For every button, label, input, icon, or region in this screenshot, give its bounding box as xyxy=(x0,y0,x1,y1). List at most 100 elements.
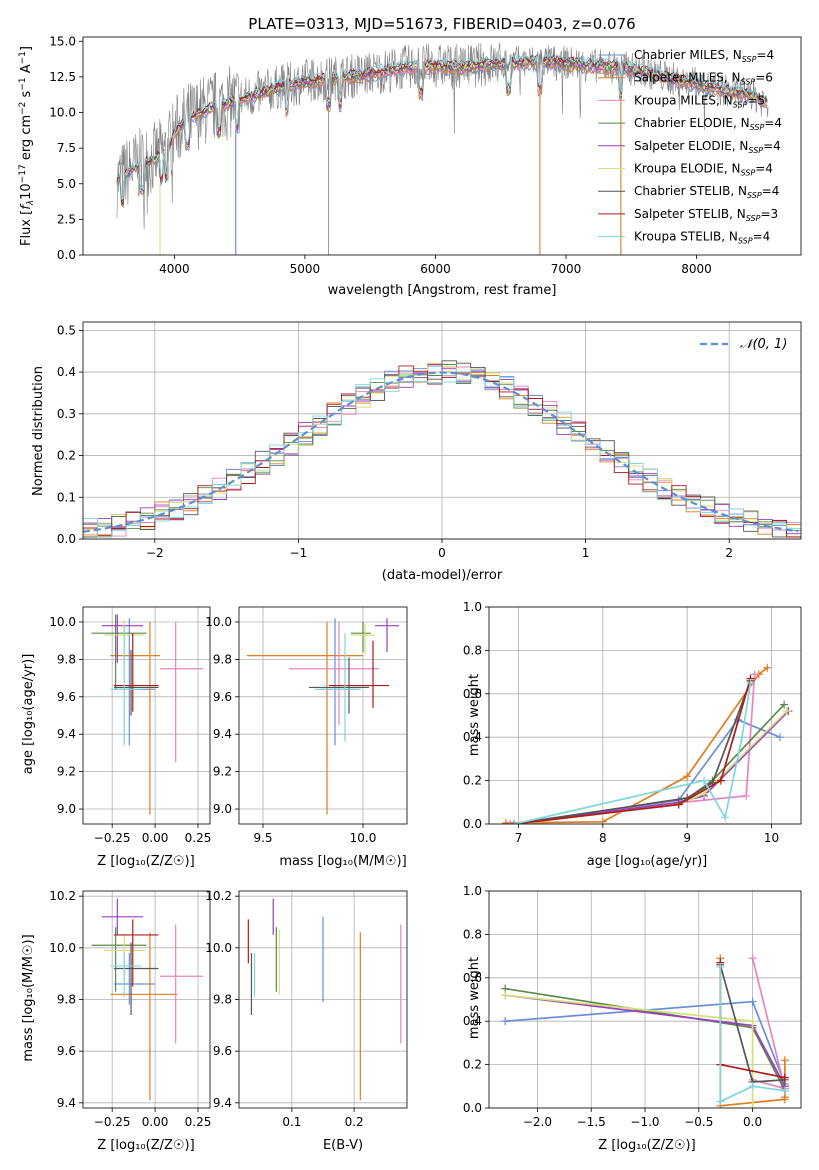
x-tick-label: 0.0 xyxy=(743,1115,762,1129)
x-tick-label: 7000 xyxy=(551,262,582,276)
y-tick-label: 10.2 xyxy=(205,889,232,903)
mass-weight-marker-8 xyxy=(510,820,519,824)
mw-z-xlabel: Z [log₁₀(Z/Z☉)] xyxy=(598,1138,695,1153)
y-tick-label: 9.4 xyxy=(213,1096,232,1110)
mw-age-ylabel: mass weight xyxy=(467,674,482,756)
x-tick-label: 0.25 xyxy=(185,1115,212,1129)
x-tick-label: −0.5 xyxy=(684,1115,713,1129)
y-tick-label: 0.2 xyxy=(57,449,76,463)
y-tick-label: 10.0 xyxy=(49,106,76,120)
x-tick-label: −1 xyxy=(290,546,308,560)
y-tick-label: 0.6 xyxy=(463,971,482,985)
model-spectrum-2 xyxy=(116,60,768,206)
mass-weight-marker-2 xyxy=(742,791,751,800)
legend-entry: Chabrier MILES, NSSP=4 xyxy=(634,48,774,64)
legend-entry: Kroupa ELODIE, NSSP=4 xyxy=(634,162,773,178)
plot-area xyxy=(247,898,402,1101)
legend-entry: Salpeter STELIB, NSSP=3 xyxy=(634,207,778,223)
mass-weight-marker-5 xyxy=(514,820,523,824)
mass-weight-line-7 xyxy=(514,678,752,824)
mass-weight-vs-age-panel: 7 8 9 10 0.0 0.2 0.4 0.6 0.8 1.0 xyxy=(463,600,802,845)
figure-title: PLATE=0313, MJD=51673, FIBERID=0403, z=0… xyxy=(248,15,635,33)
y-tick-label: 0.0 xyxy=(463,817,482,831)
mass-z-ylabel: mass [log₁₀(M/M☉)] xyxy=(21,934,36,1061)
mass-weight-marker-8 xyxy=(716,1097,725,1106)
x-tick-label: −0.25 xyxy=(94,831,131,845)
y-tick-label: 2.5 xyxy=(57,212,76,226)
mass-weight-marker-2 xyxy=(748,954,757,963)
age-z-ylabel: age [log₁₀(age/yr)] xyxy=(21,654,36,775)
mass-weight-marker-0 xyxy=(775,733,784,742)
axes-frame xyxy=(238,890,408,1109)
mass-ebv-xlabel: E(B-V) xyxy=(323,1138,363,1153)
x-tick-label: 10 xyxy=(764,831,779,845)
axes-frame xyxy=(238,606,408,825)
y-tick-label: 0.2 xyxy=(463,774,482,788)
residual-histogram-panel: −2 −1 0 1 2 0.0 0.1 0.2 0.3 0.4 0.5 xyxy=(57,321,802,560)
mass-vs-ebv-panel: 0.1 0.2 9.4 9.6 9.8 10.0 10.2 xyxy=(205,889,408,1129)
y-tick-label: 0.0 xyxy=(463,1101,482,1115)
x-tick-label: 10.0 xyxy=(350,831,377,845)
x-tick-label: −2 xyxy=(146,546,164,560)
mass-weight-marker-2 xyxy=(750,670,759,679)
axes-frame xyxy=(488,890,802,1109)
y-tick-label: 0.6 xyxy=(463,687,482,701)
plot-area xyxy=(247,618,399,815)
mass-weight-marker-1 xyxy=(683,772,692,781)
axes-frame xyxy=(82,890,211,1109)
x-tick-label: −2.0 xyxy=(523,1115,552,1129)
age-mass-xlabel: mass [log₁₀(M/M☉)] xyxy=(279,854,406,869)
axes-frame xyxy=(82,606,211,825)
mass-weight-line-2 xyxy=(509,674,756,824)
mass-weight-marker-7 xyxy=(716,776,725,785)
mass-weight-marker-2 xyxy=(506,820,515,824)
mass-weight-marker-1 xyxy=(780,1056,789,1065)
y-tick-label: 9.6 xyxy=(213,690,232,704)
legend-entry: Kroupa MILES, NSSP=5 xyxy=(634,93,765,109)
y-tick-label: 9.2 xyxy=(213,765,232,779)
y-tick-label: 9.6 xyxy=(213,1044,232,1058)
y-tick-label: 10.0 xyxy=(205,615,232,629)
y-tick-label: 9.8 xyxy=(57,652,76,666)
mass-weight-marker-5 xyxy=(782,707,791,716)
y-tick-label: 9.6 xyxy=(57,690,76,704)
mass-weight-marker-1 xyxy=(501,818,510,824)
x-tick-label: 1 xyxy=(582,546,590,560)
y-tick-label: 15.0 xyxy=(49,34,76,48)
y-tick-label: 10.0 xyxy=(205,941,232,955)
x-tick-label: 0.1 xyxy=(282,1115,301,1129)
gaussian-reference-curve xyxy=(83,371,799,533)
plot-area xyxy=(83,360,801,538)
mass-weight-marker-8 xyxy=(748,1082,757,1091)
y-tick-label: 9.8 xyxy=(57,993,76,1007)
x-tick-label: 0.00 xyxy=(142,1115,169,1129)
age-vs-metallicity-panel: −0.25 0.00 0.25 9.0 9.2 9.4 9.6 9.8 10.0 xyxy=(49,606,212,845)
x-tick-label: 8 xyxy=(599,831,607,845)
mass-weight-marker-8 xyxy=(780,1086,789,1095)
model-spectrum-6 xyxy=(116,55,768,206)
mass-weight-marker-8 xyxy=(716,962,725,971)
mass-weight-line-6 xyxy=(514,680,752,824)
mass-weight-marker-5 xyxy=(501,991,510,1000)
y-tick-label: 0.4 xyxy=(463,1014,482,1028)
plot-area xyxy=(91,614,204,815)
y-tick-label: 10.2 xyxy=(49,889,76,903)
x-tick-label: 2 xyxy=(725,546,733,560)
plot-area xyxy=(501,954,789,1108)
y-tick-label: 0.5 xyxy=(57,323,76,337)
x-tick-label: 9.5 xyxy=(253,831,272,845)
y-tick-label: 1.0 xyxy=(463,884,482,898)
y-tick-label: 9.8 xyxy=(213,993,232,1007)
age-vs-mass-panel: 9.5 10.0 9.0 9.2 9.4 9.6 9.8 10.0 xyxy=(205,606,408,845)
observed-spectrum xyxy=(116,42,769,230)
x-tick-label: 0.25 xyxy=(185,831,212,845)
y-tick-label: 0.8 xyxy=(463,643,482,657)
y-tick-label: 0.0 xyxy=(57,248,76,262)
mass-weight-marker-0 xyxy=(748,997,757,1006)
y-tick-label: 0.8 xyxy=(463,927,482,941)
mass-weight-marker-0 xyxy=(501,1017,510,1026)
mass-weight-marker-7 xyxy=(780,1073,789,1082)
y-tick-label: 9.4 xyxy=(57,727,76,741)
x-tick-label: −1.0 xyxy=(630,1115,659,1129)
axes-frame xyxy=(82,321,802,540)
